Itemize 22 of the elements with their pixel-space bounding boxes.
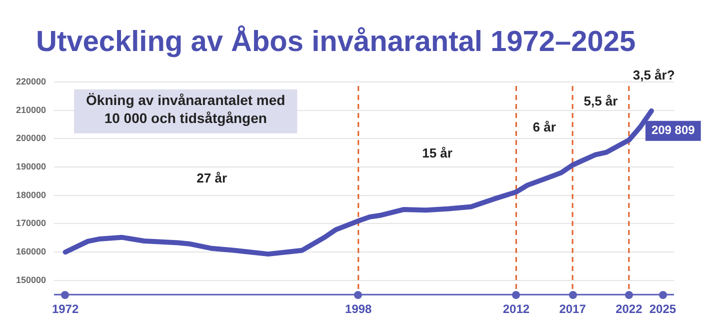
annotation: 27 år [196, 170, 228, 186]
y-tick-label: 150000 [16, 274, 46, 285]
annotation: 5,5 år [584, 94, 618, 109]
annotation: 15 år [422, 146, 452, 161]
x-tick-label: 2022 [616, 302, 643, 316]
x-tick-label: 2012 [502, 302, 530, 316]
x-tick-label: 1972 [52, 302, 79, 316]
annotation: 6 år [532, 120, 556, 135]
data-label: 209 809 [651, 123, 696, 138]
chart-title: Utveckling av Åbos invånarantal 1972–2025 [36, 26, 636, 59]
annotation: Ökning av invånarantalet med 10 000 och tidsåtgången [86, 92, 286, 126]
y-tick-label: 220000 [16, 76, 46, 86]
y-tick-label: 180000 [16, 190, 46, 200]
x-tick-label: 2025 [649, 302, 676, 316]
x-tick-label: 1998 [345, 302, 372, 316]
x-tick-label: 2017 [559, 302, 586, 316]
y-tick-label: 170000 [16, 218, 46, 228]
y-tick-label: 200000 [16, 133, 46, 144]
y-tick-label: 190000 [16, 162, 46, 172]
y-tick-label: 160000 [16, 246, 46, 257]
y-tick-label: 210000 [16, 104, 46, 115]
annotation: 3,5 år? [632, 68, 675, 83]
